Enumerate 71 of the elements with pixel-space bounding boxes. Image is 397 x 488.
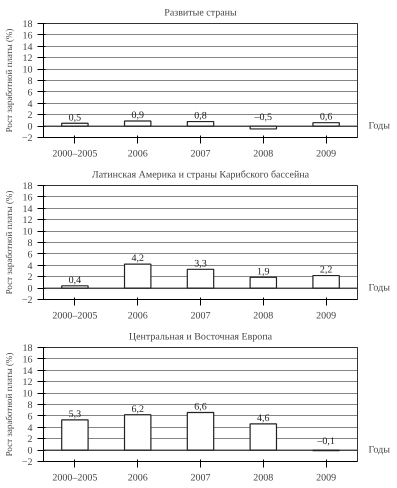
y-tick-label: 4 — [28, 98, 32, 110]
y-tick-label: 2 — [28, 434, 32, 446]
y-tick-label: 4 — [28, 260, 32, 272]
x-tick-label: 2007 — [190, 148, 210, 160]
x-tick-label: 2000–2005 — [52, 472, 98, 484]
y-tick-label: 8 — [28, 76, 32, 87]
x-tick-label: 2006 — [128, 310, 148, 322]
data-label: 4,2 — [131, 253, 144, 264]
y-tick-label: 12 — [22, 215, 32, 226]
y-axis-title: Рост заработной платы (%) — [4, 352, 14, 456]
data-label: –0,5 — [254, 112, 272, 124]
data-label: 1,9 — [257, 266, 270, 278]
y-axis-title: Рост заработной платы (%) — [4, 28, 14, 132]
x-tick-label: 2008 — [253, 310, 274, 322]
x-tick-label: 2006 — [128, 148, 148, 160]
x-tick-label: 2007 — [190, 310, 210, 322]
x-tick-label: 2000–2005 — [52, 148, 98, 160]
y-tick-label: −2 — [22, 133, 32, 144]
chart-title: Латинская Америка и страны Карибского бассейна — [92, 170, 310, 180]
data-label: 0,4 — [68, 274, 82, 286]
x-tick-label: 2000–2005 — [52, 310, 98, 322]
data-label: 0,5 — [68, 112, 82, 124]
y-tick-label: 18 — [22, 19, 32, 30]
y-tick-label: 14 — [22, 366, 32, 377]
x-tick-label: 2009 — [316, 148, 336, 160]
y-tick-label: 10 — [22, 226, 32, 238]
data-label: 4,6 — [257, 412, 270, 424]
y-tick-label: 2 — [28, 272, 32, 284]
data-label: 0,6 — [320, 112, 332, 123]
x-tick-label: 2007 — [190, 472, 210, 484]
y-tick-label: 18 — [22, 343, 32, 354]
y-tick-label: 4 — [28, 422, 32, 434]
y-tick-label: 0 — [28, 446, 32, 457]
data-label: 6,6 — [194, 401, 207, 412]
y-tick-label: 6 — [28, 411, 32, 422]
y-tick-label: 10 — [22, 388, 32, 400]
y-tick-label: 0 — [28, 284, 32, 295]
y-tick-label: −2 — [22, 295, 32, 306]
y-tick-label: 14 — [22, 42, 32, 53]
y-axis-title: Рост заработной платы (%) — [4, 190, 14, 294]
x-axis-title: Годы — [368, 282, 390, 294]
chart-title: Развитые страны — [164, 8, 238, 18]
x-tick-label: 2006 — [128, 472, 148, 484]
y-tick-label: 10 — [22, 64, 32, 76]
y-tick-label: 14 — [22, 204, 32, 215]
x-axis-title: Годы — [368, 444, 390, 456]
y-tick-label: 8 — [28, 238, 32, 249]
y-tick-label: 8 — [28, 400, 32, 411]
x-tick-label: 2008 — [253, 472, 274, 484]
y-tick-label: 6 — [28, 87, 32, 98]
y-tick-label: 16 — [22, 354, 32, 366]
x-axis-title: Годы — [368, 120, 390, 132]
data-label: 6,2 — [131, 404, 144, 415]
y-tick-label: 16 — [22, 192, 32, 204]
y-tick-label: 12 — [22, 377, 32, 388]
x-tick-label: 2008 — [253, 148, 274, 160]
chart-title: Центральная и Восточная Европа — [128, 332, 273, 342]
y-tick-label: 2 — [28, 110, 32, 122]
y-tick-label: 16 — [22, 30, 32, 42]
data-label: –0,1 — [316, 436, 335, 448]
data-label: 0,9 — [131, 110, 144, 121]
x-tick-label: 2009 — [316, 310, 336, 322]
data-label: 2,2 — [320, 264, 332, 276]
y-tick-label: 0 — [28, 122, 32, 133]
y-tick-label: 6 — [28, 249, 32, 260]
data-label: 5,3 — [68, 408, 82, 420]
x-tick-label: 2009 — [316, 472, 336, 484]
y-tick-label: −2 — [22, 457, 32, 468]
y-tick-label: 18 — [22, 181, 32, 192]
data-label: 3,3 — [194, 258, 207, 270]
y-tick-label: 12 — [22, 53, 32, 64]
